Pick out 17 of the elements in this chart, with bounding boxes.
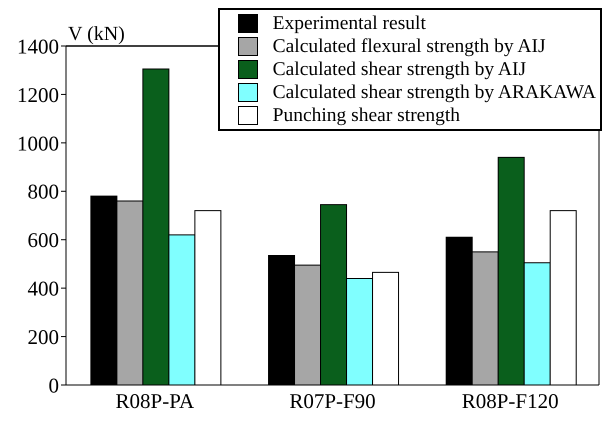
y-tick-label: 1000 — [17, 131, 59, 156]
y-tick-label: 200 — [28, 325, 59, 350]
y-axis-title: V (kN) — [68, 23, 125, 45]
y-tick-label: 600 — [28, 228, 59, 252]
legend-label: Calculated shear strength by AIJ — [272, 58, 526, 80]
y-tick-label: 1200 — [17, 82, 59, 107]
y-tick-label: 1400 — [17, 34, 59, 58]
legend-label: Experimental result — [272, 12, 426, 34]
y-tick-label: 800 — [28, 180, 59, 204]
y-tick-label: 0 — [48, 373, 59, 398]
legend-label: Punching shear strength — [272, 104, 460, 126]
x-tick-label: R08P-PA — [116, 388, 195, 413]
x-tick-label: R08P-F120 — [462, 388, 559, 413]
y-tick-label: 400 — [28, 276, 59, 301]
legend-label: Calculated shear strength by ARAKAWA — [272, 82, 596, 104]
x-tick-label: R07P-F90 — [289, 388, 376, 413]
legend-label: Calculated flexural strength by AIJ — [272, 36, 546, 58]
